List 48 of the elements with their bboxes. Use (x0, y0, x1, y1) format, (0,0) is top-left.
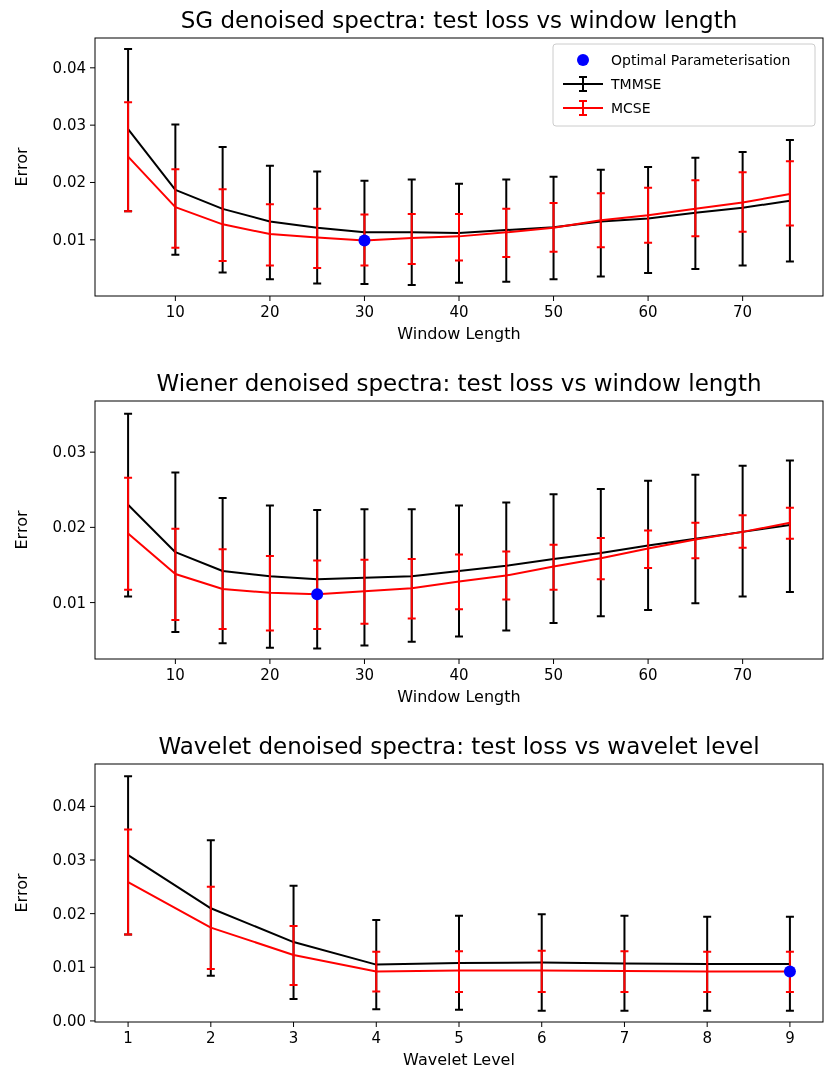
chart-title: SG denoised spectra: test loss vs window length (180, 7, 738, 33)
x-tick-label: 5 (454, 1029, 464, 1047)
x-tick-label: 40 (449, 303, 469, 321)
chart-title: Wiener denoised spectra: test loss vs window length (156, 370, 762, 396)
x-tick-label: 20 (260, 666, 280, 684)
x-tick-label: 8 (702, 1029, 712, 1047)
x-tick-label: 50 (544, 666, 564, 684)
y-axis-title: Error (12, 510, 31, 550)
y-axis-title: Error (12, 147, 31, 187)
x-tick-label: 7 (619, 1029, 630, 1047)
x-tick-label: 70 (733, 303, 753, 321)
y-tick-label: 0.04 (52, 797, 86, 816)
x-tick-label: 30 (354, 303, 374, 321)
x-tick-label: 30 (354, 666, 374, 684)
legend-label: TMMSE (610, 76, 662, 92)
y-tick-label: 0.01 (52, 958, 86, 977)
y-tick-label: 0.01 (52, 230, 86, 249)
x-tick-label: 6 (536, 1029, 547, 1047)
x-axis-title: Wavelet Level (403, 1050, 515, 1069)
x-tick-label: 9 (785, 1029, 795, 1047)
x-tick-label: 20 (260, 303, 280, 321)
line-series (127, 503, 791, 581)
legend-label: Optimal Parameterisation (611, 52, 791, 68)
y-tick-label: 0.02 (52, 904, 86, 923)
x-tick-label: 3 (288, 1029, 299, 1047)
y-tick-label: 0.03 (52, 116, 86, 135)
x-tick-label: 2 (206, 1029, 216, 1047)
x-tick-label: 10 (165, 666, 185, 684)
x-tick-label: 50 (544, 303, 564, 321)
x-axis-title: Window Length (397, 687, 521, 706)
x-tick-label: 70 (733, 666, 753, 684)
x-tick-label: 60 (638, 303, 658, 321)
x-tick-label: 4 (371, 1029, 382, 1047)
x-tick-label: 60 (638, 666, 658, 684)
y-tick-label: 0.04 (52, 58, 86, 77)
chart-title: Wavelet denoised spectra: test loss vs wavelet level (158, 733, 760, 759)
y-tick-label: 0.02 (52, 173, 86, 192)
x-tick-label: 40 (449, 666, 469, 684)
y-tick-label: 0.00 (52, 1011, 86, 1030)
x-tick-label: 1 (123, 1029, 133, 1047)
y-tick-label: 0.03 (52, 851, 86, 870)
y-axis-title: Error (12, 873, 31, 913)
y-tick-label: 0.03 (52, 443, 86, 462)
y-tick-label: 0.02 (52, 518, 86, 537)
y-tick-label: 0.01 (52, 593, 86, 612)
x-axis-title: Window Length (397, 324, 521, 343)
legend-label: MCSE (611, 100, 651, 116)
x-tick-label: 10 (165, 303, 185, 321)
